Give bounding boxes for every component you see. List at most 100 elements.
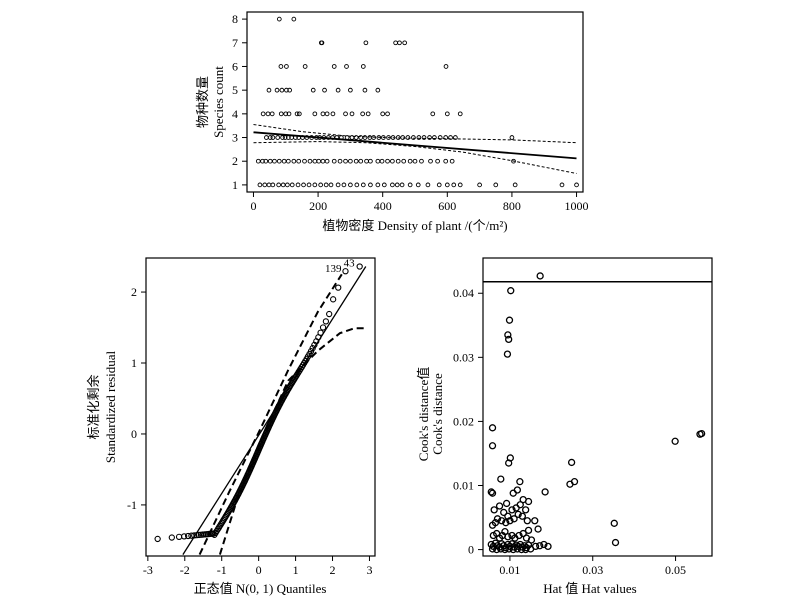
qq-plot: -3 -2 -1 0 1 2 3 -1 0 1 2 139 43 标准化剩余 Standardized … bbox=[86, 257, 376, 596]
y-tick-label: 3 bbox=[232, 131, 238, 145]
data-point bbox=[379, 158, 385, 164]
residual-point bbox=[342, 268, 349, 275]
data-point bbox=[503, 350, 512, 358]
data-point bbox=[443, 158, 449, 164]
data-point bbox=[287, 87, 292, 93]
data-point bbox=[507, 287, 515, 295]
residual-point bbox=[154, 535, 161, 543]
x-tick-label: -3 bbox=[143, 563, 153, 577]
data-point bbox=[435, 158, 440, 164]
data-point bbox=[432, 135, 437, 140]
data-point bbox=[518, 512, 526, 520]
y-axis-label-cn: Cook's distance值 bbox=[416, 367, 431, 461]
data-point bbox=[444, 182, 450, 188]
data-point bbox=[255, 158, 261, 164]
data-point bbox=[508, 506, 516, 514]
data-point bbox=[509, 545, 517, 554]
y-tick-label: 6 bbox=[232, 59, 238, 73]
residual-point bbox=[335, 284, 342, 291]
data-point bbox=[269, 111, 275, 117]
data-point bbox=[360, 111, 366, 117]
data-point bbox=[302, 64, 308, 69]
data-point bbox=[337, 158, 343, 164]
y-axis-label-en: Standardized residual bbox=[103, 350, 118, 463]
x-tick-label: 600 bbox=[438, 199, 456, 213]
y-axis-label-en: Species count bbox=[211, 66, 226, 138]
data-point bbox=[275, 135, 281, 140]
data-point bbox=[283, 111, 289, 117]
x-tick-label: 0 bbox=[256, 563, 262, 577]
data-point bbox=[262, 182, 268, 188]
data-point bbox=[523, 517, 531, 525]
x-tick-label: 200 bbox=[309, 199, 327, 213]
plot-layer: 0.01 0.03 0.05 0 0.01 0.02 0.03 0.04 bbox=[453, 272, 712, 577]
data-point bbox=[443, 64, 449, 69]
data-point bbox=[411, 135, 416, 140]
data-point bbox=[509, 135, 515, 140]
x-tick-label: 1000 bbox=[565, 199, 589, 213]
x-tick-label: 2 bbox=[330, 563, 336, 577]
data-point bbox=[419, 158, 424, 164]
data-point bbox=[393, 40, 398, 46]
data-point bbox=[318, 182, 324, 188]
data-point bbox=[405, 135, 411, 140]
data-point bbox=[291, 158, 297, 164]
data-point bbox=[375, 87, 381, 93]
data-point bbox=[516, 501, 524, 509]
data-point bbox=[360, 64, 366, 69]
data-point bbox=[488, 489, 497, 497]
data-point bbox=[427, 135, 432, 140]
y-tick-label: 0 bbox=[131, 427, 137, 441]
data-point bbox=[348, 158, 353, 164]
data-point bbox=[260, 111, 266, 117]
data-point bbox=[510, 515, 518, 523]
envelope-lower-line bbox=[218, 327, 366, 555]
data-point bbox=[312, 111, 318, 117]
x-tick-label: 0.03 bbox=[582, 563, 603, 577]
x-tick-label: 0.01 bbox=[499, 563, 520, 577]
data-point bbox=[497, 517, 506, 525]
data-point bbox=[316, 158, 322, 164]
data-point bbox=[488, 442, 497, 450]
data-point bbox=[385, 158, 390, 164]
data-point bbox=[428, 158, 433, 164]
data-point bbox=[515, 531, 523, 540]
data-point bbox=[296, 158, 302, 164]
data-point bbox=[566, 480, 574, 488]
data-point bbox=[415, 182, 421, 188]
data-point bbox=[270, 182, 276, 188]
data-point bbox=[443, 135, 449, 140]
data-point bbox=[502, 499, 511, 508]
residual-point bbox=[329, 296, 337, 303]
y-tick-label: 1 bbox=[232, 178, 238, 192]
ci-upper-line bbox=[253, 124, 577, 144]
data-point bbox=[449, 158, 455, 164]
plot-layer: 0 200 400 600 800 1000 1 2 3 4 5 6 7 8 bbox=[232, 12, 589, 213]
data-point bbox=[353, 135, 359, 140]
data-point bbox=[451, 182, 457, 188]
data-point bbox=[320, 158, 326, 164]
data-point bbox=[368, 158, 373, 164]
data-point bbox=[610, 519, 618, 527]
x-axis-label: 植物密度 Density of plant /(个/m²) bbox=[322, 218, 507, 233]
data-point bbox=[291, 16, 297, 22]
x-tick-label: 0 bbox=[250, 199, 256, 213]
data-point bbox=[349, 111, 355, 117]
x-tick-label: 800 bbox=[503, 199, 521, 213]
data-point bbox=[490, 506, 498, 514]
x-axis-label: Hat 值 Hat values bbox=[543, 581, 637, 596]
data-point bbox=[276, 158, 282, 164]
data-point bbox=[265, 111, 271, 117]
data-point bbox=[364, 158, 369, 164]
data-point bbox=[544, 542, 552, 551]
data-point bbox=[697, 429, 706, 438]
data-point bbox=[264, 135, 269, 140]
data-point bbox=[541, 488, 549, 496]
data-point bbox=[559, 182, 565, 188]
data-point bbox=[276, 16, 282, 22]
y-tick-label: 7 bbox=[232, 36, 238, 50]
data-point bbox=[457, 111, 463, 117]
data-point bbox=[502, 519, 510, 527]
data-point bbox=[322, 87, 327, 93]
data-point bbox=[505, 459, 513, 467]
